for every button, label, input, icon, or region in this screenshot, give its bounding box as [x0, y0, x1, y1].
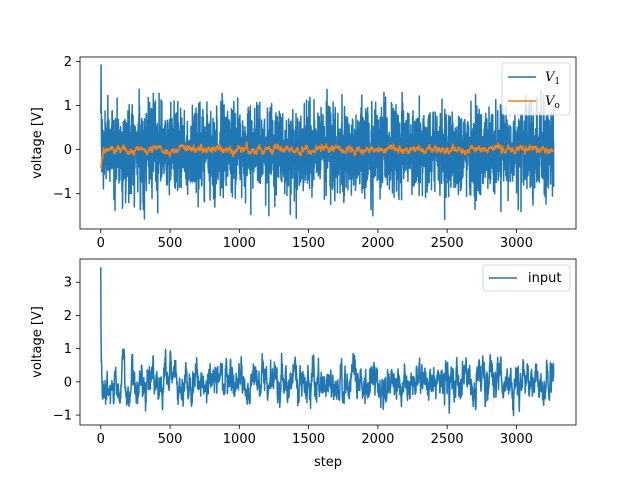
top-x-tick-label: 0 — [97, 236, 105, 251]
top-y-tick-label: 2 — [64, 55, 72, 70]
bottom-x-ticks: 0 500 1000 1500 2000 2500 3000 — [97, 425, 533, 447]
top-y-tick-label: −1 — [53, 187, 72, 202]
bottom-y-tick-label: 0 — [64, 375, 72, 390]
bottom-x-tick-label: 0 — [97, 432, 105, 447]
bottom-x-tick-label: 2000 — [361, 432, 394, 447]
top-y-axis-label: voltage [V] — [30, 107, 45, 179]
bottom-x-tick-label: 1000 — [223, 432, 256, 447]
legend-label-v1: V1 — [545, 70, 560, 87]
bottom-x-tick-label: 3000 — [500, 432, 533, 447]
bottom-axes: 0 500 1000 1500 2000 2500 3000 3 2 1 0 −1 voltage … — [30, 258, 577, 470]
bottom-y-ticks: 3 2 1 0 −1 — [53, 276, 80, 424]
bottom-y-tick-label: 3 — [64, 276, 72, 291]
bottom-series-lines — [100, 267, 555, 417]
top-x-tick-label: 500 — [158, 236, 183, 251]
top-x-ticks: 0 500 1000 1500 2000 2500 3000 — [97, 229, 533, 251]
top-legend: V1 Vo — [501, 62, 571, 116]
top-y-tick-label: 0 — [64, 143, 72, 158]
bottom-y-tick-label: 2 — [64, 309, 72, 324]
top-series-lines — [100, 64, 555, 220]
series-line-vo — [100, 141, 555, 169]
bottom-x-tick-label: 2500 — [431, 432, 464, 447]
bottom-x-tick-label: 500 — [158, 432, 183, 447]
legend-label-input: input — [528, 271, 561, 286]
top-x-tick-label: 3000 — [500, 236, 533, 251]
bottom-x-tick-label: 1500 — [292, 432, 325, 447]
top-legend-box — [501, 62, 571, 116]
bottom-legend-box — [482, 264, 571, 292]
series-line-v1 — [100, 64, 555, 220]
bottom-y-tick-label: −1 — [53, 409, 72, 424]
top-axes: 0 500 1000 1500 2000 2500 3000 2 1 0 −1 voltage [… — [30, 55, 577, 251]
top-x-tick-label: 1500 — [292, 236, 325, 251]
bottom-x-axis-label: step — [314, 455, 342, 470]
top-x-tick-label: 1000 — [223, 236, 256, 251]
top-y-tick-label: 1 — [64, 99, 72, 114]
top-y-ticks: 2 1 0 −1 — [53, 55, 80, 202]
series-line-input — [100, 267, 555, 417]
top-axes-frame — [79, 56, 577, 230]
top-x-tick-label: 2500 — [431, 236, 464, 251]
bottom-axes-frame — [79, 258, 577, 426]
bottom-y-axis-label: voltage [V] — [30, 306, 45, 378]
top-x-tick-label: 2000 — [361, 236, 394, 251]
legend-label-vo: Vo — [545, 94, 560, 111]
bottom-y-tick-label: 1 — [64, 342, 72, 357]
bottom-legend: input — [482, 264, 571, 292]
